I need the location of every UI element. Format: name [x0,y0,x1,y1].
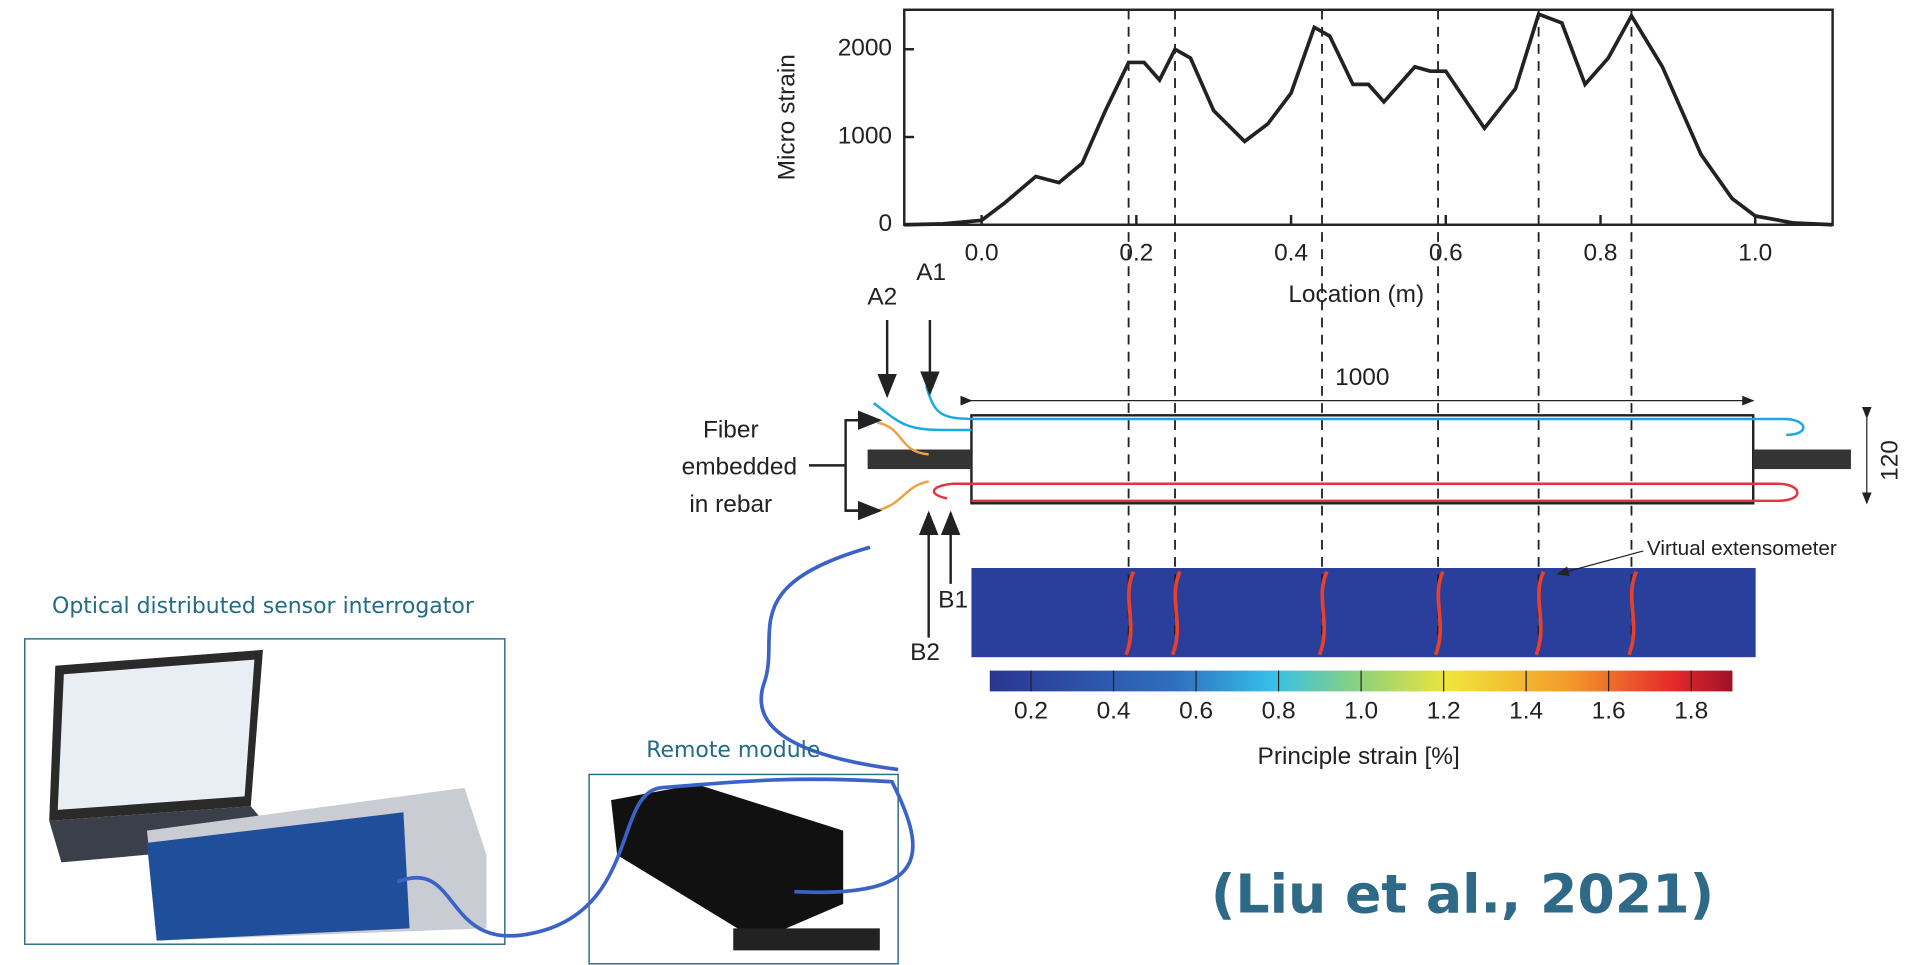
plot-frame [904,10,1832,225]
remote-module [611,784,843,940]
colorbar-tick-label: 0.4 [1097,698,1131,725]
strain-field [971,568,1755,657]
colorbar-tick-label: 0.6 [1179,698,1213,725]
x-tick-label: 0.8 [1584,240,1618,267]
colorbar-tick-label: 1.4 [1509,698,1543,725]
colorbar-tick-label: 1.6 [1592,698,1626,725]
y-tick-label: 1000 [838,122,892,149]
y-tick-label: 0 [878,210,892,237]
fiber-tag: A1 [916,259,946,286]
beam [971,415,1753,503]
colorbar-tick-label: 1.0 [1344,698,1378,725]
colorbar-tick-label: 0.2 [1014,698,1048,725]
fiber-tag: B2 [910,639,940,666]
y-tick-label: 2000 [838,35,892,62]
bracket [809,420,870,510]
interrogator-label: Optical distributed sensor interrogator [52,594,475,619]
fiber-tag: B1 [938,586,968,613]
fiber-label: in rebar [689,491,772,518]
remote-label: Remote module [646,738,820,763]
rebar [1753,450,1851,470]
fiber-label: embedded [682,453,797,480]
extensometer-label: Virtual extensometer [1647,537,1837,560]
x-tick-label: 1.0 [1738,240,1772,267]
colorbar-tick-label: 0.8 [1262,698,1296,725]
x-tick-label: 0.4 [1274,240,1308,267]
citation: (Liu et al., 2021) [1211,862,1714,925]
x-axis-label: Location (m) [1288,281,1424,308]
height-label: 120 [1877,440,1904,481]
laptop-screen [58,660,255,810]
colorbar-tick-label: 1.2 [1427,698,1461,725]
y-axis-label: Micro strain [774,54,801,180]
fiber-label: Fiber [703,417,759,444]
x-tick-label: 0.2 [1119,240,1153,267]
fiber-tag: A2 [867,284,897,311]
strain-line [904,14,1832,225]
colorbar-tick-label: 1.8 [1674,698,1708,725]
slide: Optical distributed sensor interrogator … [0,0,1916,965]
x-tick-label: 0.6 [1429,240,1463,267]
remote-bracket [733,928,880,950]
x-tick-label: 0.0 [965,240,999,267]
colorbar-label: Principle strain [%] [1258,743,1460,770]
length-label: 1000 [1335,364,1389,391]
